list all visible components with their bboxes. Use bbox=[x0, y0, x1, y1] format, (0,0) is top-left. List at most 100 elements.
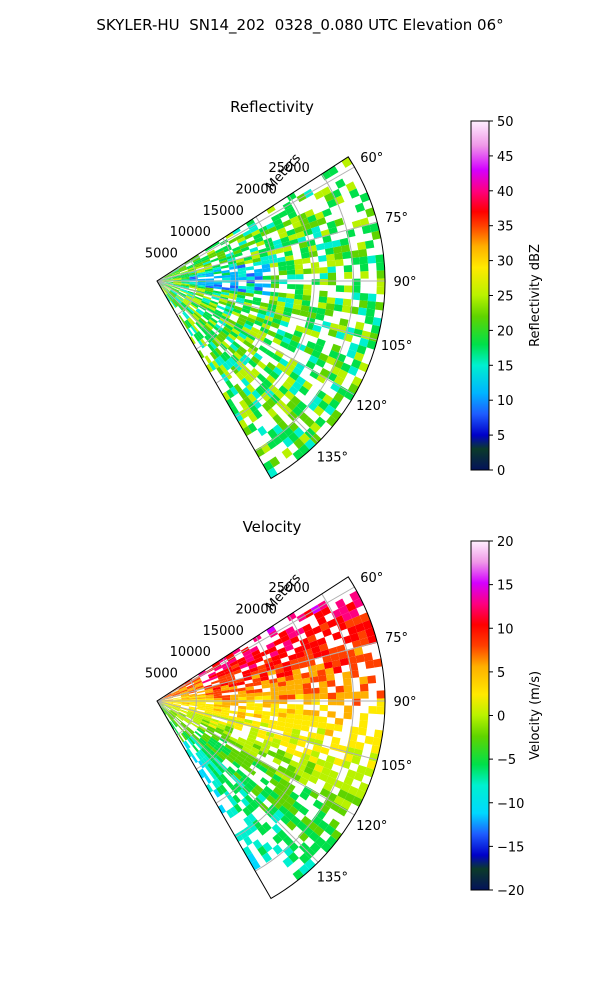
radar-cell bbox=[252, 681, 262, 687]
radar-cell bbox=[207, 251, 217, 257]
radar-cell bbox=[289, 371, 300, 381]
radar-cell bbox=[213, 708, 222, 712]
radar-cell bbox=[215, 335, 224, 344]
radar-cell bbox=[274, 349, 285, 359]
radar-cell bbox=[287, 210, 298, 220]
radar-cell bbox=[295, 651, 306, 659]
radar-cell bbox=[178, 291, 187, 297]
radar-cell bbox=[205, 696, 214, 699]
radar-cell bbox=[191, 754, 199, 764]
radar-cell bbox=[272, 658, 282, 666]
radar-cell bbox=[233, 383, 243, 393]
radar-cell bbox=[272, 424, 283, 435]
radar-cell bbox=[179, 268, 188, 273]
radar-cell bbox=[245, 740, 254, 747]
radar-cell bbox=[358, 361, 370, 373]
radar-cell bbox=[246, 706, 255, 711]
radar-cell bbox=[300, 725, 310, 732]
radar-cell bbox=[341, 611, 353, 622]
range-tick-label: 5000 bbox=[145, 667, 178, 682]
radar-cell bbox=[243, 835, 253, 846]
radar-cell bbox=[331, 239, 341, 248]
radar-cell bbox=[286, 192, 297, 202]
radar-cell bbox=[341, 305, 351, 314]
radar-cell bbox=[277, 261, 287, 267]
radar-cell bbox=[274, 333, 284, 341]
radar-cell bbox=[247, 753, 257, 761]
radar-cell bbox=[237, 736, 247, 744]
radar-cell bbox=[290, 663, 300, 671]
radar-cell bbox=[272, 317, 282, 325]
radar-cell bbox=[165, 281, 174, 284]
radar-cell bbox=[262, 275, 271, 280]
radar-cell bbox=[197, 704, 206, 708]
radar-cell bbox=[223, 746, 232, 754]
radar-cell bbox=[165, 281, 174, 283]
radar-cell bbox=[166, 294, 172, 302]
radar-cell bbox=[315, 733, 325, 741]
radar-cell bbox=[250, 859, 261, 871]
radar-cell bbox=[333, 304, 343, 312]
radar-cell bbox=[309, 640, 319, 649]
radar-cell bbox=[236, 656, 246, 664]
radar-cell bbox=[213, 745, 222, 754]
radar-cell bbox=[260, 761, 271, 770]
radar-cell bbox=[339, 318, 349, 327]
radar-cell bbox=[302, 289, 312, 296]
radar-cell bbox=[271, 654, 281, 662]
radar-cell bbox=[212, 349, 220, 358]
radar-cell bbox=[233, 325, 242, 333]
azimuth-tick-label: 75° bbox=[385, 631, 408, 646]
radar-cell bbox=[333, 724, 343, 732]
radar-cell bbox=[203, 262, 212, 267]
radar-cell bbox=[197, 693, 206, 697]
radar-cell bbox=[366, 339, 377, 350]
radar-cell bbox=[276, 748, 286, 757]
radar-cell bbox=[266, 361, 276, 371]
radar-cell bbox=[244, 233, 254, 240]
radar-cell bbox=[218, 300, 227, 306]
radar-cell bbox=[228, 295, 237, 301]
radar-cell bbox=[357, 727, 367, 736]
radar-cell bbox=[229, 330, 239, 339]
radar-cell bbox=[238, 239, 248, 247]
radar-cell bbox=[257, 825, 268, 836]
radar-cell bbox=[295, 704, 304, 710]
radar-cell bbox=[341, 156, 353, 168]
radar-cell bbox=[200, 327, 209, 336]
radar-cell bbox=[266, 794, 276, 805]
radar-cell bbox=[251, 229, 261, 237]
radar-cell bbox=[230, 277, 239, 281]
radar-cell bbox=[273, 733, 283, 741]
radar-cell bbox=[206, 249, 216, 256]
radar-cell bbox=[348, 342, 359, 352]
radar-cell bbox=[238, 693, 247, 698]
radar-cell bbox=[204, 245, 213, 252]
radar-cell bbox=[296, 342, 307, 352]
radar-cell bbox=[311, 645, 321, 654]
radar-cell bbox=[236, 261, 245, 266]
radar-cell bbox=[272, 844, 283, 855]
radar-cell bbox=[252, 720, 261, 726]
radar-cell bbox=[226, 388, 235, 399]
colorbar-tick-label: 50 bbox=[497, 115, 514, 130]
radar-cell bbox=[220, 687, 230, 692]
radar-cell bbox=[227, 260, 237, 265]
radar-cell bbox=[293, 427, 305, 439]
radar-cell bbox=[196, 308, 205, 315]
radar-cell bbox=[310, 750, 321, 759]
radar-cell bbox=[308, 831, 320, 843]
radar-cell bbox=[213, 691, 222, 695]
radar-cell bbox=[367, 255, 377, 264]
radar-cell bbox=[232, 246, 241, 252]
radar-cell bbox=[167, 293, 173, 301]
radar-cell bbox=[253, 290, 263, 295]
radar-cell bbox=[213, 271, 222, 275]
azimuth-spoke bbox=[156, 700, 319, 863]
radar-cell bbox=[307, 214, 317, 223]
radar-cell bbox=[276, 328, 286, 337]
radar-cell bbox=[164, 694, 173, 699]
radar-cell bbox=[237, 316, 247, 324]
radar-cell bbox=[313, 343, 324, 353]
radar-cell bbox=[169, 721, 176, 729]
